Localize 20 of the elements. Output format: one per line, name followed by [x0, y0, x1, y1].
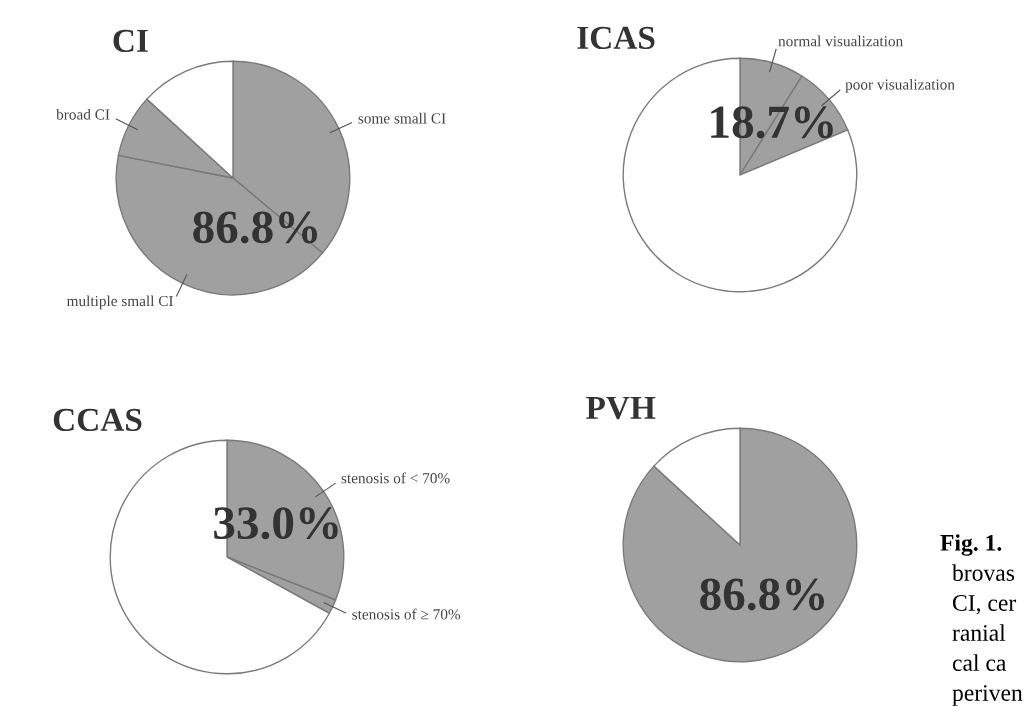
caption: Fig. 1.: [940, 534, 1002, 556]
text: CI, cer: [952, 595, 1017, 615]
slice-label: stenosis of ≥ 70%: [352, 608, 461, 620]
slice-label: some small CI: [358, 112, 446, 124]
text: cal ca: [952, 654, 1007, 671]
slice-label: multiple small CI: [66, 295, 173, 310]
pie-slice: [622, 427, 858, 663]
chart-title: CCAS: [53, 408, 142, 432]
text: brovas: [952, 564, 1015, 581]
slice-label: normal visualization: [778, 35, 903, 47]
text: 86.8%: [700, 578, 825, 611]
slice-label: broad CI: [56, 108, 110, 120]
chart-title: PVH: [586, 396, 656, 420]
text: 86.8%: [193, 211, 318, 244]
chart-title: ICAS: [577, 26, 655, 50]
text: ranial: [952, 624, 1006, 641]
chart-title: CI: [113, 29, 148, 53]
slice-label: poor visualization: [845, 78, 955, 93]
slice-label: stenosis of < 70%: [341, 472, 450, 484]
text: periven: [952, 685, 1023, 706]
